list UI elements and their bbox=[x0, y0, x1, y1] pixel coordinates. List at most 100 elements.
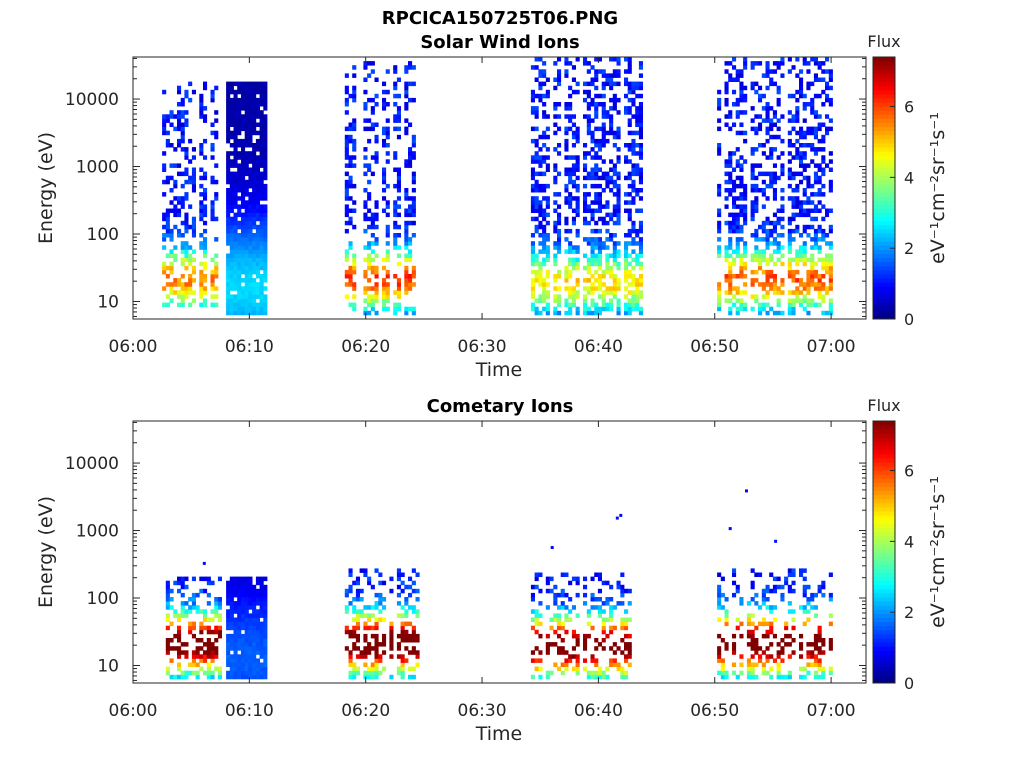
heat-cell bbox=[229, 257, 234, 263]
heat-cell bbox=[259, 159, 264, 164]
heat-cell bbox=[203, 118, 208, 123]
heat-cell bbox=[255, 310, 260, 316]
heat-cell bbox=[806, 302, 811, 308]
heat-cell bbox=[776, 286, 781, 291]
heat-cell bbox=[601, 122, 606, 127]
heat-cell bbox=[199, 274, 204, 279]
heat-cell bbox=[180, 286, 185, 291]
heat-cell bbox=[237, 654, 242, 659]
heat-cell bbox=[165, 143, 170, 148]
colorbar-swatch bbox=[873, 61, 895, 66]
heat-cell bbox=[590, 257, 595, 263]
heat-cell bbox=[244, 159, 249, 164]
heat-cell bbox=[817, 638, 822, 643]
heat-cell bbox=[367, 613, 372, 618]
heat-cell bbox=[382, 298, 387, 303]
heat-cell bbox=[355, 588, 360, 594]
heat-cell bbox=[404, 609, 409, 614]
heat-cell bbox=[739, 597, 744, 602]
heat-cell bbox=[765, 73, 770, 78]
colorbar-swatch bbox=[873, 674, 895, 680]
heat-cell bbox=[750, 646, 755, 651]
heat-cell bbox=[162, 126, 167, 132]
heat-cell bbox=[237, 638, 242, 643]
heat-cell bbox=[344, 179, 349, 185]
heat-cell bbox=[739, 73, 744, 78]
heat-cell bbox=[590, 102, 595, 107]
heat-cell bbox=[165, 274, 170, 279]
heat-cell bbox=[825, 163, 830, 168]
heat-cell bbox=[259, 171, 264, 177]
heat-cell bbox=[180, 257, 185, 263]
heat-cell bbox=[575, 138, 580, 144]
heat-cell bbox=[244, 97, 249, 103]
heat-cell bbox=[542, 298, 547, 303]
heat-cell bbox=[791, 269, 796, 275]
heat-cell bbox=[393, 102, 398, 107]
heat-cell bbox=[173, 613, 178, 618]
heat-cell bbox=[810, 159, 815, 164]
heat-cell bbox=[180, 592, 185, 598]
heat-cell bbox=[233, 662, 238, 667]
heat-cell bbox=[252, 249, 257, 254]
heat-cell bbox=[624, 625, 629, 631]
heat-cell bbox=[370, 233, 375, 238]
heat-cell bbox=[616, 175, 621, 181]
heat-cell bbox=[214, 294, 219, 299]
colorbar-swatch bbox=[873, 543, 895, 549]
heat-cell bbox=[237, 597, 242, 602]
heat-cell bbox=[534, 183, 539, 189]
heat-cell bbox=[739, 302, 744, 308]
heat-cell bbox=[609, 617, 614, 622]
heat-cell bbox=[252, 613, 257, 618]
heat-cell bbox=[226, 204, 231, 209]
heat-cell bbox=[817, 114, 822, 119]
heat-cell bbox=[252, 89, 257, 95]
heat-cell bbox=[821, 274, 826, 279]
heat-cell bbox=[586, 69, 591, 74]
heat-cell bbox=[765, 130, 770, 136]
heat-cell bbox=[263, 629, 268, 635]
heat-cell bbox=[624, 633, 629, 639]
heat-cell bbox=[542, 110, 547, 115]
heat-cell bbox=[638, 122, 643, 127]
heat-cell bbox=[530, 650, 535, 655]
heat-cell bbox=[754, 208, 759, 213]
heat-cell bbox=[188, 290, 193, 295]
heat-cell bbox=[404, 93, 409, 99]
heat-cell bbox=[802, 568, 807, 573]
heat-cell bbox=[241, 674, 246, 680]
heat-cell bbox=[203, 138, 208, 144]
heat-cell bbox=[821, 666, 826, 672]
heat-cell bbox=[605, 179, 610, 185]
heat-cell bbox=[761, 662, 766, 667]
heat-cell bbox=[352, 257, 357, 263]
heat-cell bbox=[226, 216, 231, 222]
heat-cell bbox=[575, 306, 580, 312]
heat-cell bbox=[575, 175, 580, 181]
heat-cell bbox=[210, 646, 215, 651]
heat-cell bbox=[571, 286, 576, 291]
heat-cell bbox=[396, 196, 401, 201]
heat-cell bbox=[355, 638, 360, 643]
heat-cell bbox=[594, 114, 599, 119]
heat-cell bbox=[263, 654, 268, 659]
heat-cell bbox=[411, 310, 416, 316]
heat-cell bbox=[344, 212, 349, 218]
heat-cell bbox=[203, 220, 208, 226]
heat-cell bbox=[229, 175, 234, 181]
heat-cell bbox=[210, 130, 215, 136]
heat-cell bbox=[177, 302, 182, 308]
colorbar-swatch bbox=[873, 314, 895, 320]
heat-cell bbox=[795, 171, 800, 177]
heat-cell bbox=[791, 188, 796, 193]
heat-cell bbox=[233, 278, 238, 283]
heat-cell bbox=[754, 638, 759, 643]
heat-cell bbox=[408, 286, 413, 291]
heat-cell bbox=[191, 216, 196, 222]
colorbar-swatch bbox=[873, 237, 895, 242]
heat-cell bbox=[411, 171, 416, 177]
heat-cell bbox=[635, 93, 640, 99]
heat-cell bbox=[735, 228, 740, 234]
heat-cell bbox=[631, 278, 636, 283]
